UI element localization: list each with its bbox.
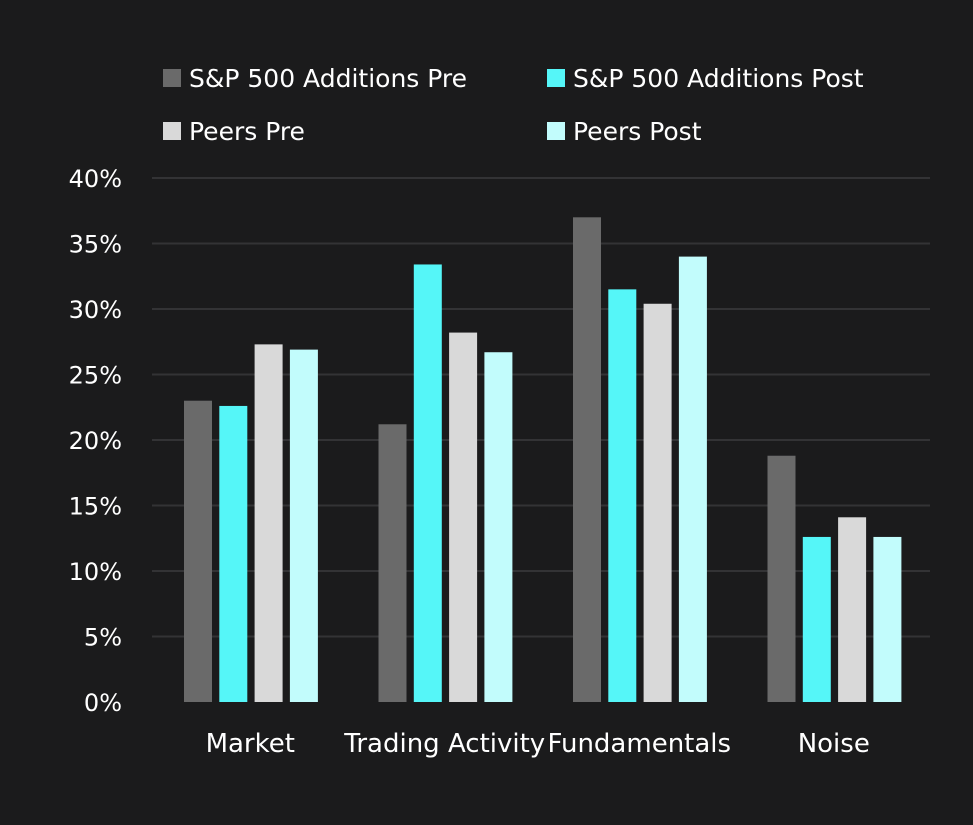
bar-noise-peers-post [873,536,902,702]
legend-label: S&P 500 Additions Pre [189,64,467,93]
bar-trading-activity-peers-post [484,352,513,702]
bar-noise-peers-pre [838,517,867,702]
y-tick-label: 10% [69,558,122,586]
y-axis: 0% 5% 10% 15% 20% 25% 30% 35% 40% [69,165,122,717]
bar-market-sandp-500-additions-post [219,405,248,702]
bar-fundamentals-peers-pre [643,303,672,702]
y-tick-label: 30% [69,296,122,324]
legend-swatch [163,69,181,87]
bar-trading-activity-peers-pre [449,332,478,702]
x-category-label: Fundamentals [547,729,731,759]
legend-item-sandp-500-additions-post: S&P 500 Additions Post [547,64,864,93]
bar-fundamentals-sandp-500-additions-post [608,289,637,702]
bar-group-trading-activity [378,264,513,702]
bar-market-peers-post [289,349,318,702]
bar-group-noise [767,455,902,702]
bar-noise-sandp-500-additions-post [802,536,831,702]
legend-item-peers-post: Peers Post [547,117,702,146]
x-category-label: Market [206,729,295,759]
bars [184,217,902,703]
legend: S&P 500 Additions Pre S&P 500 Additions P… [163,64,864,146]
y-tick-label: 15% [69,493,122,521]
x-axis: Market Trading Activity Fundamentals Noise [206,729,870,759]
legend-swatch [163,122,181,140]
legend-swatch [547,122,565,140]
legend-label: Peers Post [573,117,702,146]
bar-group-fundamentals [573,217,707,703]
x-category-label: Trading Activity [343,729,545,759]
bar-trading-activity-sandp-500-additions-pre [378,424,407,702]
bar-fundamentals-sandp-500-additions-pre [573,217,601,703]
bar-trading-activity-sandp-500-additions-post [413,264,442,702]
bar-market-peers-pre [254,344,283,702]
bar-market-sandp-500-additions-pre [184,400,212,702]
bar-group-market [184,344,318,702]
y-tick-label: 20% [69,427,122,455]
legend-swatch [547,69,565,87]
legend-label: Peers Pre [189,117,305,146]
y-tick-label: 0% [84,689,122,717]
bar-noise-sandp-500-additions-pre [767,455,796,702]
legend-item-sandp-500-additions-pre: S&P 500 Additions Pre [163,64,467,93]
y-tick-label: 25% [69,362,122,390]
legend-label: S&P 500 Additions Post [573,64,864,93]
legend-item-peers-pre: Peers Pre [163,117,305,146]
y-tick-label: 35% [69,231,122,259]
y-tick-label: 40% [69,165,122,193]
y-tick-label: 5% [84,624,122,652]
bar-fundamentals-peers-post [678,256,707,702]
x-category-label: Noise [798,729,870,759]
